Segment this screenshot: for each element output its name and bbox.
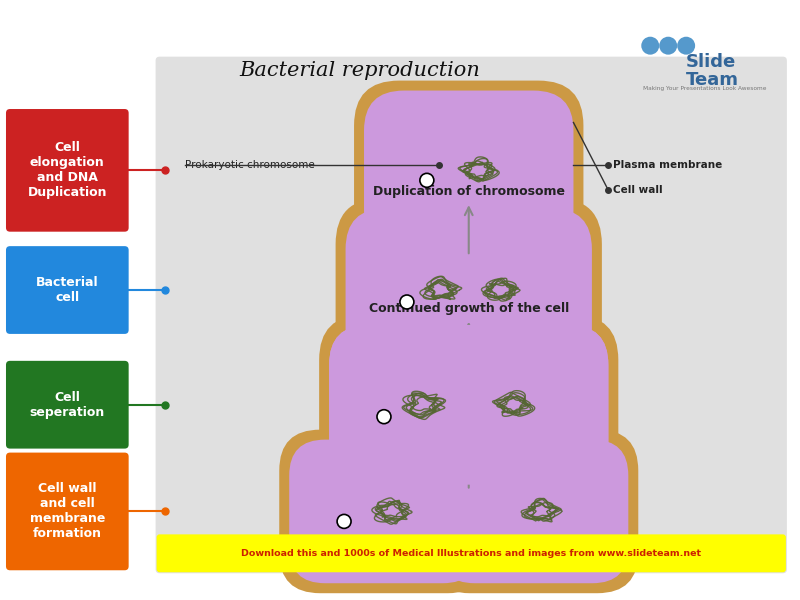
Text: Bacterial
cell: Bacterial cell	[36, 276, 98, 304]
Text: Download this and 1000s of Medical Illustrations and images from www.slideteam.n: Download this and 1000s of Medical Illus…	[241, 549, 701, 558]
Text: Bacterial reproduction: Bacterial reproduction	[239, 61, 480, 80]
Text: Continued growth of the cell: Continued growth of the cell	[369, 302, 569, 315]
FancyBboxPatch shape	[6, 109, 129, 232]
FancyBboxPatch shape	[279, 430, 489, 593]
Circle shape	[420, 173, 434, 187]
FancyBboxPatch shape	[335, 198, 602, 382]
FancyBboxPatch shape	[354, 80, 583, 260]
FancyBboxPatch shape	[329, 325, 506, 485]
FancyBboxPatch shape	[155, 56, 787, 573]
Text: Slide: Slide	[686, 53, 737, 71]
Text: Cell
seperation: Cell seperation	[30, 391, 105, 419]
FancyBboxPatch shape	[157, 535, 786, 572]
FancyBboxPatch shape	[346, 208, 592, 372]
Text: Cell wall
and cell
membrane
formation: Cell wall and cell membrane formation	[30, 482, 105, 541]
FancyBboxPatch shape	[6, 361, 129, 449]
Circle shape	[659, 37, 677, 55]
FancyBboxPatch shape	[6, 452, 129, 570]
Circle shape	[642, 37, 659, 55]
Circle shape	[377, 410, 391, 424]
Text: Plasma membrane: Plasma membrane	[614, 160, 722, 170]
FancyBboxPatch shape	[439, 440, 628, 583]
Text: Cell
elongation
and DNA
Duplication: Cell elongation and DNA Duplication	[27, 142, 107, 199]
FancyBboxPatch shape	[6, 246, 129, 334]
Text: Cell wall: Cell wall	[614, 185, 663, 195]
Circle shape	[337, 514, 351, 529]
FancyBboxPatch shape	[319, 315, 618, 494]
Text: Team: Team	[686, 71, 739, 89]
FancyBboxPatch shape	[329, 325, 608, 485]
FancyBboxPatch shape	[458, 357, 478, 452]
FancyBboxPatch shape	[364, 91, 574, 250]
FancyBboxPatch shape	[431, 325, 608, 485]
FancyBboxPatch shape	[429, 430, 638, 593]
Circle shape	[677, 37, 695, 55]
Text: Prokaryotic chromosome: Prokaryotic chromosome	[185, 160, 314, 170]
Text: Duplication of chromosome: Duplication of chromosome	[373, 185, 565, 198]
FancyBboxPatch shape	[290, 440, 478, 583]
Text: Making Your Presentations Look Awesome: Making Your Presentations Look Awesome	[643, 86, 766, 91]
Circle shape	[400, 295, 414, 309]
Text: Division into two cells: Division into two cells	[392, 416, 546, 430]
